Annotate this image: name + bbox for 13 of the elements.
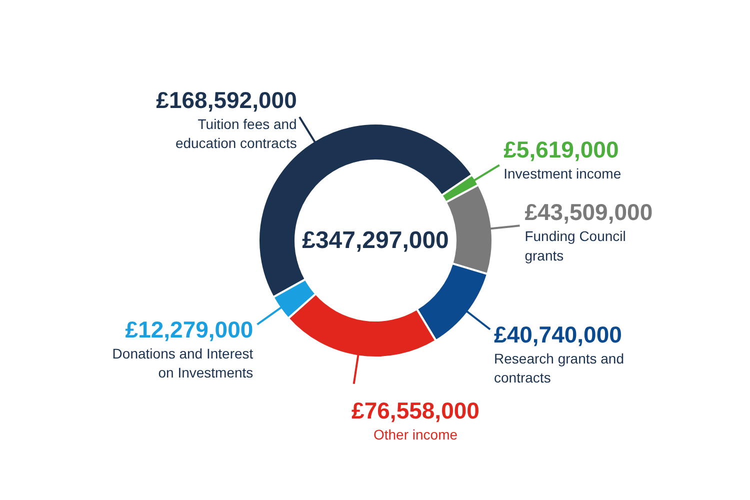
- slice-label: Tuition fees and education contracts: [175, 116, 297, 151]
- data-label: £76,558,000: [352, 397, 480, 424]
- slice-label: Donations and Interest on Investments: [112, 345, 254, 381]
- data-label: £12,279,000: [125, 316, 254, 342]
- data-label: £168,592,000: [156, 86, 297, 113]
- slice-label: Research grants and contracts: [494, 350, 624, 386]
- slice-label: Other income: [373, 426, 458, 442]
- slice-label: Funding Council grants: [524, 228, 626, 264]
- text: £347,297,000: [302, 227, 449, 254]
- slice-label: Investment income: [504, 166, 622, 182]
- data-label: £5,619,000: [504, 136, 619, 163]
- data-label: £43,509,000: [524, 199, 653, 226]
- data-label: £40,740,000: [494, 321, 622, 348]
